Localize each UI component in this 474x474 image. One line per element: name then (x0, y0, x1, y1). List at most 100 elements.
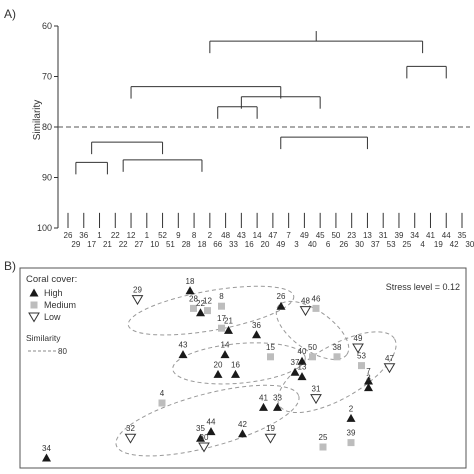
dendrogram-leaf-label: 29 (71, 240, 80, 249)
site-marker-low (352, 343, 364, 354)
site-marker-high (206, 427, 216, 436)
site-label: 21 (224, 316, 233, 325)
dendrogram-leaf-label: 66 (213, 240, 222, 249)
dendrogram-leaf-label: 42 (450, 240, 459, 249)
dendrogram-leaf-label: 3 (294, 240, 299, 249)
site-marker-high (364, 376, 373, 385)
similarity-cluster-ellipse (115, 384, 300, 457)
dendrogram-leaf-label: 52 (158, 231, 167, 240)
site-marker-high (220, 350, 230, 359)
dendrogram-y-tick-label: 70 (42, 72, 52, 82)
site-marker-low (124, 433, 137, 444)
site-label: 31 (312, 385, 321, 394)
dendrogram-y-axis-label: Similarity (32, 100, 43, 141)
dendrogram-leaf-label: 2 (208, 231, 213, 240)
site-marker-high (276, 301, 286, 310)
site-label: 43 (179, 341, 188, 350)
dendrogram-leaf-label: 22 (111, 231, 120, 240)
site-marker-high (196, 308, 205, 317)
dendrogram-leaf-label: 37 (371, 240, 380, 249)
dendrogram-leaf-label: 19 (434, 240, 443, 249)
site-marker-medium (190, 304, 197, 312)
dendrogram-leaf-label: 47 (268, 231, 277, 240)
legend-label-high: High (44, 288, 63, 298)
site-marker-high (297, 372, 307, 381)
site-label: 14 (221, 341, 230, 350)
dendrogram-y-tick-label: 100 (37, 223, 52, 233)
site-label: 39 (347, 429, 356, 438)
dendrogram-leaf-label: 51 (166, 240, 175, 249)
dendrogram-leaf-label: 20 (261, 240, 270, 249)
dendrogram-leaf-label: 34 (410, 231, 419, 240)
dendrogram-leaf-label: 45 (316, 231, 325, 240)
site-label: 26 (277, 292, 286, 301)
dendrogram-leaf-label: 31 (379, 231, 388, 240)
dendrogram-leaf-label: 6 (326, 240, 331, 249)
site-label: 28 (189, 294, 198, 303)
dendrogram-leaf-label: 21 (103, 240, 112, 249)
similarity-legend-value: 80 (58, 347, 67, 356)
dendrogram-leaf-label: 4 (420, 240, 425, 249)
panel-a-label: A) (4, 7, 16, 21)
site-label: 13 (298, 363, 307, 372)
dendrogram-y-tick-label: 60 (42, 21, 52, 31)
site-marker-high (178, 350, 188, 359)
similarity-cluster-ellipse (275, 300, 350, 360)
site-label: 8 (219, 292, 224, 301)
site-label: 44 (207, 418, 216, 427)
site-label: 33 (273, 393, 282, 402)
scatter-frame (19, 267, 467, 469)
site-marker-low (383, 363, 396, 374)
dendrogram-leaf-label: 9 (176, 231, 181, 240)
legend-label-low: Low (44, 312, 61, 322)
site-marker-high (259, 402, 268, 411)
legend-marker-low (28, 312, 40, 323)
site-marker-medium (204, 307, 211, 315)
dendrogram-leaf-label: 30 (355, 240, 364, 249)
similarity-cluster-ellipse (127, 285, 295, 336)
dendrogram-leaf-label: 12 (127, 231, 136, 240)
dendrogram-leaf-label: 1 (97, 231, 102, 240)
site-label: 12 (203, 297, 212, 306)
site-marker-medium (358, 362, 365, 370)
dendrogram-leaf-label: 1 (145, 231, 150, 240)
site-marker-low (131, 295, 144, 306)
dendrogram-leaf-label: 27 (134, 240, 143, 249)
site-marker-high (290, 367, 300, 376)
site-marker-medium (347, 439, 355, 447)
dendrogram-leaf-label: 10 (150, 240, 159, 249)
similarity-cluster-ellipse (277, 331, 397, 414)
legend-marker-high (29, 288, 39, 297)
site-label: 38 (333, 343, 342, 352)
site-label: 49 (354, 334, 363, 343)
site-label: 3 (366, 374, 371, 383)
dendrogram-leaf-label: 49 (276, 240, 285, 249)
site-label: 19 (266, 424, 275, 433)
dendrogram-leaf-label: 39 (395, 231, 404, 240)
site-label: 53 (357, 352, 366, 361)
site-marker-low (264, 433, 277, 444)
site-marker-medium (319, 443, 327, 451)
site-label: 2 (349, 404, 354, 413)
dendrogram-leaf-label: 53 (387, 240, 396, 249)
site-label: 16 (231, 360, 240, 369)
dendrogram-y-tick-label: 80 (42, 122, 52, 132)
site-marker-high (42, 453, 51, 462)
site-marker-high (238, 429, 247, 438)
dendrogram-leaf-label: 22 (119, 240, 128, 249)
similarity-cluster-ellipse (172, 342, 306, 385)
dendrogram-leaf-label: 50 (331, 231, 340, 240)
site-marker-low (310, 394, 322, 405)
site-label: 48 (301, 297, 310, 306)
dendrogram-leaf-label: 49 (300, 231, 309, 240)
site-marker-high (224, 325, 233, 334)
site-label: 32 (126, 424, 135, 433)
dendrogram-leaf-label: 25 (402, 240, 411, 249)
dendrogram-leaf-label: 35 (458, 231, 467, 240)
dendrogram-leaf-label: 28 (182, 240, 191, 249)
dendrogram-leaf-label: 33 (229, 240, 238, 249)
site-marker-medium (267, 353, 274, 361)
site-label: 42 (238, 420, 247, 429)
dendrogram-y-tick-label: 90 (42, 173, 52, 183)
